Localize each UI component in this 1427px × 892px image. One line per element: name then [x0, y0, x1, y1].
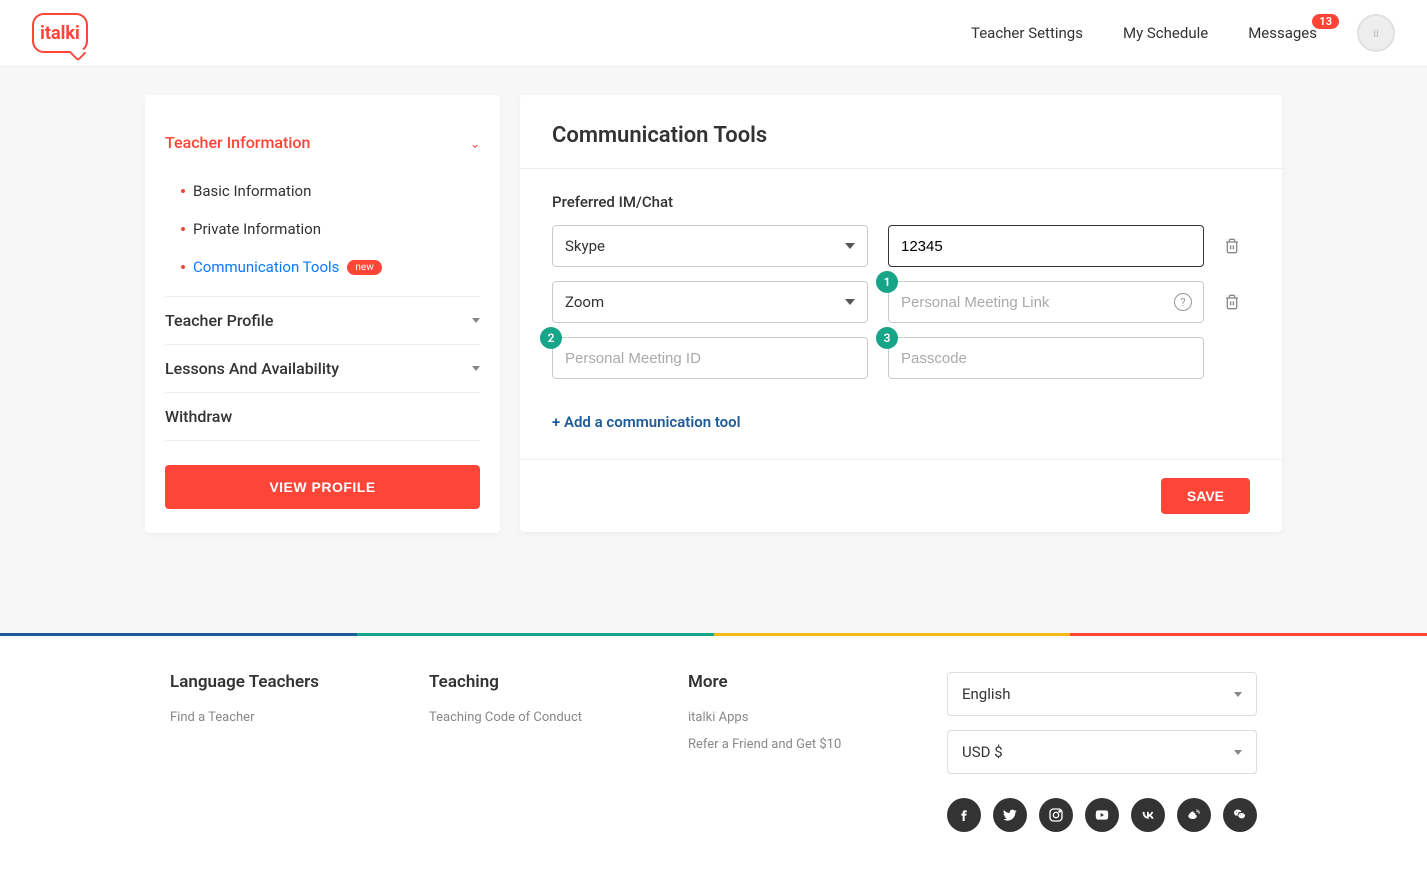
avatar[interactable]: ii	[1357, 14, 1395, 52]
logo-text: italki	[40, 23, 80, 44]
sidebar-item-label: Communication Tools	[193, 258, 339, 276]
select-value: USD $	[962, 743, 1003, 761]
sidebar-title: Lessons And Availability	[165, 359, 339, 378]
step-badge-3: 3	[876, 327, 898, 349]
save-button[interactable]: SAVE	[1161, 478, 1250, 514]
trash-icon[interactable]	[1224, 293, 1240, 311]
meeting-link-input[interactable]	[888, 281, 1204, 323]
sidebar-title-teacher-info: Teacher Information	[165, 133, 310, 152]
sidebar-item-communication-tools[interactable]: Communication Tools new	[165, 248, 480, 286]
language-select[interactable]: English	[947, 672, 1257, 716]
new-badge: new	[347, 260, 381, 275]
chevron-up-icon: ⌃	[470, 136, 480, 150]
select-value: Zoom	[565, 293, 604, 311]
step-badge-2: 2	[540, 327, 562, 349]
sidebar-section-teacher-info: Teacher Information ⌃ Basic Information …	[165, 119, 480, 297]
form-footer: SAVE	[520, 459, 1282, 532]
tool-row-zoom-extra: 2 3	[552, 337, 1250, 379]
youtube-icon[interactable]	[1085, 798, 1119, 832]
sidebar: Teacher Information ⌃ Basic Information …	[145, 95, 500, 533]
sidebar-header-withdraw[interactable]: Withdraw	[165, 393, 480, 440]
footer-col-controls: English USD $	[947, 672, 1257, 832]
passcode-input[interactable]	[888, 337, 1204, 379]
chevron-down-icon	[1234, 750, 1242, 755]
sidebar-header-teacher-info[interactable]: Teacher Information ⌃	[165, 119, 480, 166]
sidebar-section-withdraw: Withdraw	[165, 393, 480, 441]
footer: Language Teachers Find a Teacher Teachin…	[0, 636, 1427, 892]
vk-icon[interactable]	[1131, 798, 1165, 832]
instagram-icon[interactable]	[1039, 798, 1073, 832]
sidebar-subitems: Basic Information Private Information Co…	[165, 166, 480, 296]
sidebar-title: Withdraw	[165, 407, 232, 426]
footer-title: More	[688, 672, 857, 692]
meeting-id-wrap: 2	[552, 337, 868, 379]
sidebar-item-private-info[interactable]: Private Information	[165, 210, 480, 248]
bullet-icon	[181, 227, 185, 231]
content-container: Teacher Information ⌃ Basic Information …	[0, 67, 1427, 573]
tool-row-zoom: Zoom 1 ?	[552, 281, 1250, 323]
select-value: Skype	[565, 237, 605, 255]
step-badge-1: 1	[876, 271, 898, 293]
view-profile-button[interactable]: VIEW PROFILE	[165, 465, 480, 509]
nav-messages-label: Messages	[1248, 24, 1317, 42]
footer-col-teaching: Teaching Teaching Code of Conduct	[429, 672, 598, 832]
footer-color-bar	[0, 633, 1427, 636]
form-body: Preferred IM/Chat Skype Zoom 1	[520, 169, 1282, 459]
footer-col-teachers: Language Teachers Find a Teacher	[170, 672, 339, 832]
trash-icon[interactable]	[1224, 237, 1240, 255]
footer-link-find-teacher[interactable]: Find a Teacher	[170, 710, 339, 725]
chevron-down-icon	[845, 243, 855, 249]
top-header: italki Teacher Settings My Schedule Mess…	[0, 0, 1427, 67]
weibo-icon[interactable]	[1177, 798, 1211, 832]
nav-messages[interactable]: Messages 13	[1248, 24, 1317, 42]
currency-select[interactable]: USD $	[947, 730, 1257, 774]
wechat-icon[interactable]	[1223, 798, 1257, 832]
tool-row-skype: Skype	[552, 225, 1250, 267]
preferred-im-label: Preferred IM/Chat	[552, 193, 1250, 211]
twitter-icon[interactable]	[993, 798, 1027, 832]
sidebar-header-teacher-profile[interactable]: Teacher Profile	[165, 297, 480, 344]
sidebar-section-teacher-profile: Teacher Profile	[165, 297, 480, 345]
nav-teacher-settings[interactable]: Teacher Settings	[971, 24, 1083, 42]
messages-badge: 13	[1312, 14, 1339, 29]
sidebar-item-label: Private Information	[193, 220, 321, 238]
add-communication-tool-link[interactable]: + Add a communication tool	[552, 413, 741, 431]
logo[interactable]: italki	[32, 13, 88, 53]
help-icon[interactable]: ?	[1174, 293, 1192, 311]
footer-link-conduct[interactable]: Teaching Code of Conduct	[429, 710, 598, 725]
chevron-down-icon	[845, 299, 855, 305]
bullet-icon	[181, 189, 185, 193]
sidebar-item-label: Basic Information	[193, 182, 311, 200]
footer-link-apps[interactable]: italki Apps	[688, 710, 857, 725]
tool-select-skype[interactable]: Skype	[552, 225, 868, 267]
social-icons	[947, 798, 1257, 832]
footer-title: Language Teachers	[170, 672, 339, 692]
main-panel: Communication Tools Preferred IM/Chat Sk…	[520, 95, 1282, 532]
chevron-down-icon	[472, 366, 480, 371]
skype-id-input[interactable]	[888, 225, 1204, 267]
footer-title: Teaching	[429, 672, 598, 692]
sidebar-header-lessons[interactable]: Lessons And Availability	[165, 345, 480, 392]
top-nav: Teacher Settings My Schedule Messages 13…	[971, 14, 1395, 52]
passcode-wrap: 3	[888, 337, 1204, 379]
chevron-down-icon	[1234, 692, 1242, 697]
bullet-icon	[181, 265, 185, 269]
footer-link-refer[interactable]: Refer a Friend and Get $10	[688, 737, 857, 752]
meeting-link-wrap: 1 ?	[888, 281, 1204, 323]
nav-my-schedule[interactable]: My Schedule	[1123, 24, 1208, 42]
footer-col-more: More italki Apps Refer a Friend and Get …	[688, 672, 857, 832]
sidebar-section-lessons: Lessons And Availability	[165, 345, 480, 393]
meeting-id-input[interactable]	[552, 337, 868, 379]
sidebar-item-basic-info[interactable]: Basic Information	[165, 172, 480, 210]
page-title: Communication Tools	[520, 95, 1282, 169]
chevron-down-icon	[472, 318, 480, 323]
select-value: English	[962, 685, 1011, 703]
sidebar-title: Teacher Profile	[165, 311, 273, 330]
facebook-icon[interactable]	[947, 798, 981, 832]
tool-select-zoom[interactable]: Zoom	[552, 281, 868, 323]
